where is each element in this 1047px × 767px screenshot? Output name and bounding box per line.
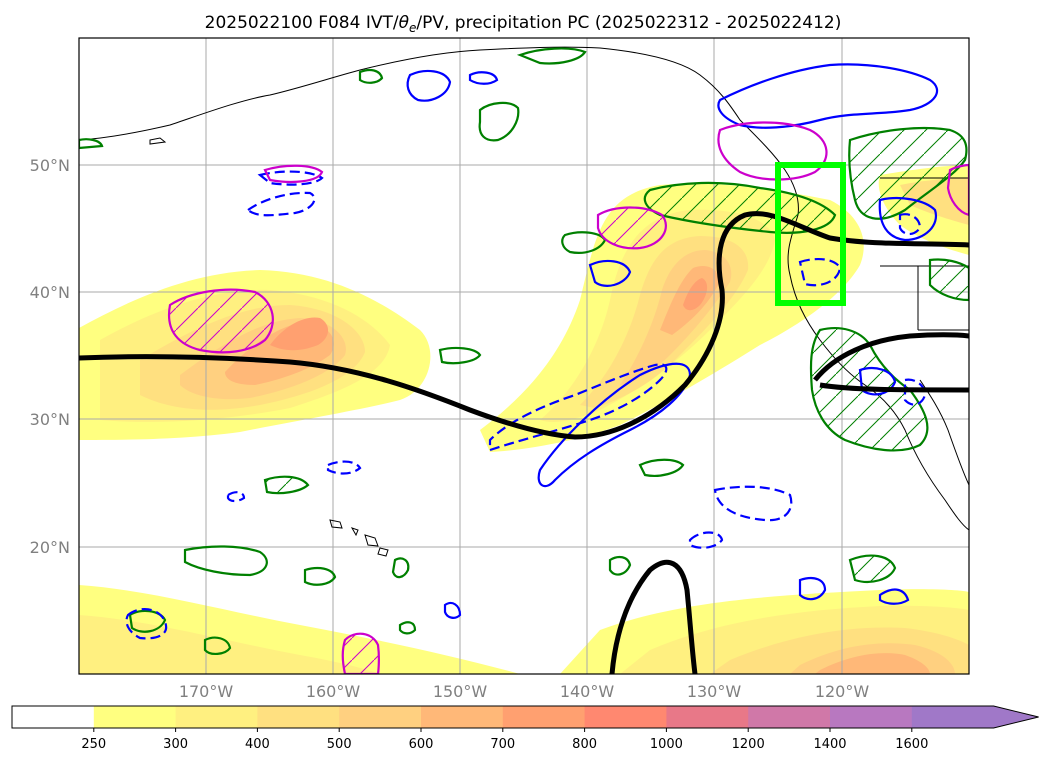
colorbar-label: 250 xyxy=(81,737,106,752)
lat-label-20: 20°N xyxy=(30,538,70,557)
colorbar-cell xyxy=(748,706,831,728)
colorbar-label: 600 xyxy=(409,737,434,752)
colorbar-label: 1600 xyxy=(895,737,928,752)
colorbar-cell xyxy=(421,706,504,728)
figure-title: 2025022100 F084 IVT/θe/PV, precipitation… xyxy=(205,13,842,35)
colorbar-label: 300 xyxy=(163,737,188,752)
map-area xyxy=(79,38,969,674)
lat-labels: 50°N 40°N 30°N 20°N xyxy=(30,156,70,557)
ivt-contours xyxy=(79,211,969,674)
colorbar: 250 300 400 500 600 700 800 1000 1200 1400 1600 xyxy=(11,705,1039,752)
lon-label-150w: 150°W xyxy=(433,682,488,701)
highlight-box xyxy=(775,162,846,306)
colorbar-cells xyxy=(11,705,1039,729)
lat-label-40: 40°N xyxy=(30,283,70,302)
colorbar-label: 500 xyxy=(327,737,352,752)
gridlines xyxy=(79,38,969,674)
colorbar-outline xyxy=(11,705,1039,729)
lon-label-170w: 170°W xyxy=(179,682,234,701)
colorbar-cell xyxy=(12,706,95,728)
pv-contours xyxy=(167,121,969,674)
colorbar-label: 700 xyxy=(490,737,515,752)
lon-label-160w: 160°W xyxy=(306,682,361,701)
colorbar-cell xyxy=(339,706,422,728)
theta-e-dashed-contours xyxy=(125,170,927,640)
colorbar-label: 1400 xyxy=(813,737,846,752)
colorbar-label: 1200 xyxy=(732,737,765,752)
colorbar-cell xyxy=(93,706,177,728)
colorbar-cell xyxy=(502,706,586,728)
colorbar-cell xyxy=(584,706,667,728)
colorbar-cell xyxy=(911,706,1039,728)
colorbar-labels: 250 300 400 500 600 700 800 1000 1200 1400 1600 xyxy=(81,728,928,752)
colorbar-cell xyxy=(175,706,258,728)
theta-e-contours xyxy=(406,63,938,619)
lon-labels: 170°W 160°W 150°W 140°W 130°W 120°W xyxy=(179,682,870,701)
colorbar-label: 400 xyxy=(245,737,270,752)
colorbar-cell xyxy=(257,706,340,728)
lon-label-130w: 130°W xyxy=(687,682,742,701)
lat-label-50: 50°N xyxy=(30,156,70,175)
colorbar-cell xyxy=(666,706,749,728)
lat-label-30: 30°N xyxy=(30,410,70,429)
lon-label-140w: 140°W xyxy=(560,682,615,701)
colorbar-label: 800 xyxy=(572,737,597,752)
lon-label-120w: 120°W xyxy=(815,682,870,701)
colorbar-cell xyxy=(830,706,913,728)
colorbar-label: 1000 xyxy=(650,737,683,752)
map-frame xyxy=(78,37,970,675)
